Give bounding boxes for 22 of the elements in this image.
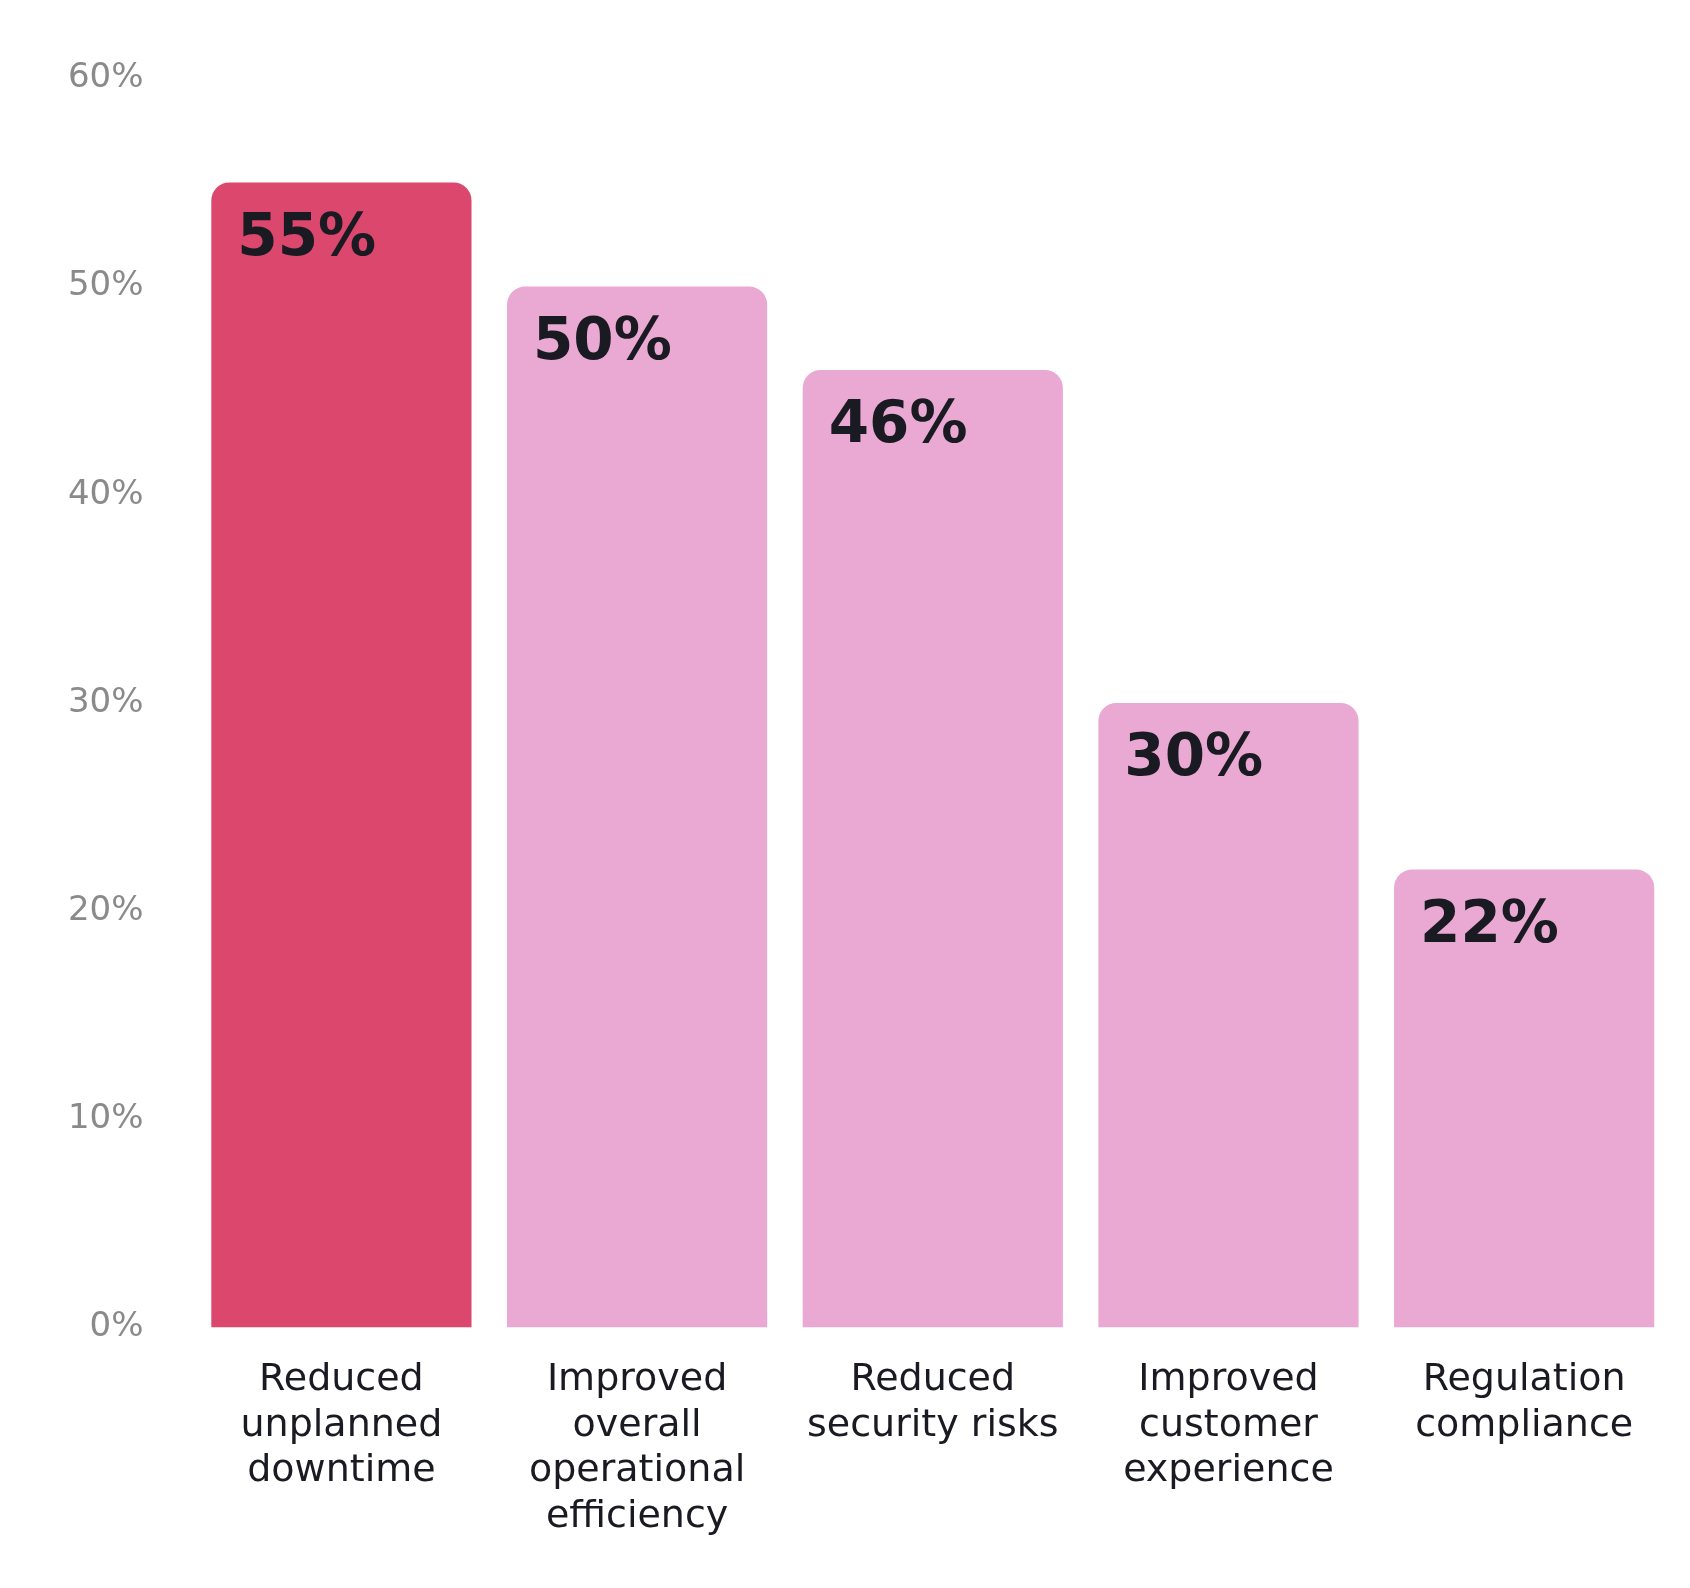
data-label: 22% (1420, 887, 1559, 956)
y-tick-label: 10% (67, 1096, 144, 1137)
data-label: 46% (828, 387, 968, 456)
y-tick-label: 60% (67, 55, 144, 96)
bar (211, 182, 472, 1328)
bar (802, 369, 1063, 1328)
x-tick-label: Improved customer experience (1123, 1355, 1334, 1491)
data-label: 30% (1124, 721, 1264, 790)
bar (1394, 869, 1655, 1328)
x-tick-label: Regulation compliance (1415, 1355, 1634, 1445)
data-label: 55% (237, 200, 377, 269)
y-tick-label: 40% (67, 471, 144, 512)
x-tick-label: Reduced security risks (806, 1355, 1059, 1445)
y-tick-label: 50% (67, 263, 144, 304)
y-tick-label: 30% (67, 679, 144, 720)
bar (507, 286, 768, 1328)
x-tick-label: Improved overall operational efficiency (528, 1355, 746, 1537)
x-tick-label: Reduced unplanned downtime (240, 1355, 443, 1491)
data-label: 50% (533, 304, 672, 373)
bar (1098, 703, 1359, 1328)
y-tick-label: 20% (67, 888, 144, 929)
y-tick-label: 0% (89, 1304, 144, 1345)
